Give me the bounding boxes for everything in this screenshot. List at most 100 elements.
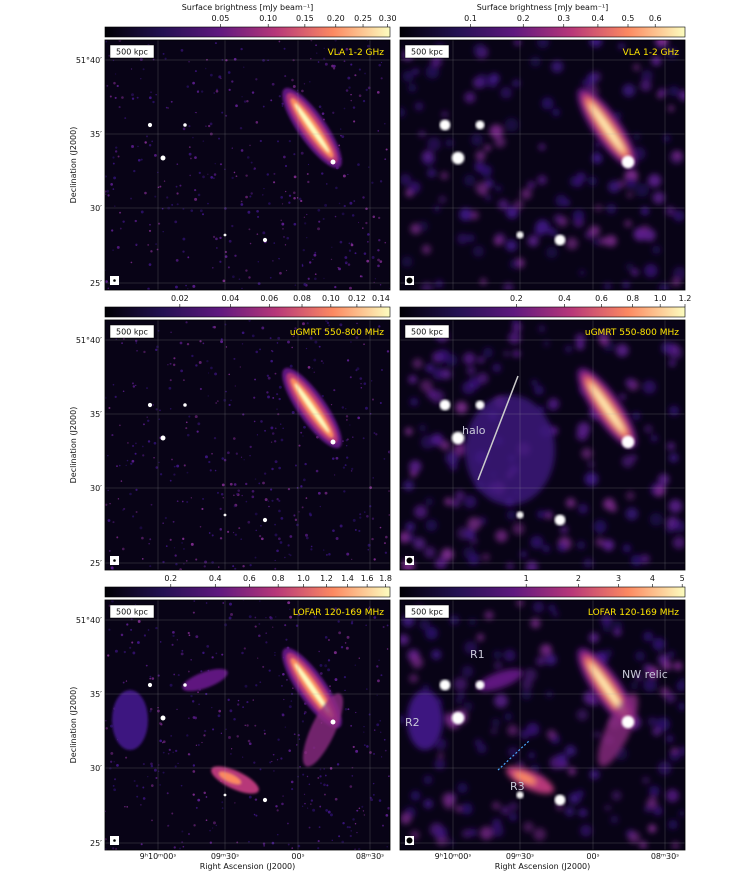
noise-speck bbox=[116, 465, 118, 468]
noise-speck bbox=[384, 158, 387, 161]
noise-speck bbox=[509, 259, 520, 270]
noise-speck bbox=[325, 809, 328, 812]
noise-speck bbox=[154, 153, 157, 157]
noise-speck bbox=[329, 813, 333, 817]
noise-speck bbox=[141, 558, 144, 560]
noise-speck bbox=[445, 354, 458, 367]
beam bbox=[406, 837, 413, 844]
noise-speck bbox=[223, 398, 227, 402]
noise-speck bbox=[512, 522, 525, 535]
noise-speck bbox=[145, 664, 148, 667]
noise-speck bbox=[258, 600, 261, 602]
noise-speck bbox=[480, 278, 487, 285]
noise-speck bbox=[358, 68, 361, 71]
noise-speck bbox=[427, 168, 436, 178]
noise-speck bbox=[122, 337, 125, 340]
noise-speck bbox=[294, 327, 297, 330]
noise-speck bbox=[325, 553, 328, 556]
noise-speck bbox=[356, 809, 359, 812]
noise-speck bbox=[349, 785, 353, 788]
noise-speck bbox=[110, 566, 114, 570]
noise-speck bbox=[359, 516, 362, 519]
colorbar-tick-label: 0.2 bbox=[510, 294, 523, 303]
noise-speck bbox=[335, 456, 339, 460]
noise-speck bbox=[604, 648, 613, 658]
noise-speck bbox=[366, 745, 369, 748]
noise-speck bbox=[484, 194, 492, 201]
noise-speck bbox=[240, 203, 244, 206]
noise-speck bbox=[260, 524, 262, 527]
noise-speck bbox=[122, 681, 125, 684]
noise-speck bbox=[318, 105, 322, 109]
noise-speck bbox=[358, 94, 362, 97]
colorbar bbox=[104, 586, 391, 598]
noise-speck bbox=[148, 229, 152, 232]
noise-speck bbox=[167, 825, 169, 827]
noise-speck bbox=[331, 457, 335, 460]
noise-speck bbox=[246, 156, 250, 159]
noise-speck bbox=[324, 664, 328, 668]
noise-speck bbox=[141, 536, 144, 540]
relic bbox=[294, 663, 330, 713]
noise-speck bbox=[425, 363, 434, 373]
noise-speck bbox=[192, 81, 195, 85]
noise-speck bbox=[324, 203, 328, 207]
noise-speck bbox=[441, 548, 454, 561]
noise-speck bbox=[667, 105, 675, 112]
noise-speck bbox=[149, 223, 151, 226]
noise-speck bbox=[135, 243, 138, 246]
noise-speck bbox=[123, 507, 126, 510]
noise-speck bbox=[277, 738, 280, 741]
noise-speck bbox=[270, 441, 273, 443]
noise-speck bbox=[194, 70, 197, 73]
relic bbox=[294, 383, 330, 433]
noise-speck bbox=[262, 231, 266, 235]
noise-speck bbox=[249, 144, 251, 147]
noise-speck bbox=[272, 753, 275, 756]
noise-speck bbox=[386, 648, 389, 650]
noise-speck bbox=[294, 518, 298, 522]
noise-speck bbox=[110, 183, 113, 186]
y-axis-label: Declination (J2000) bbox=[69, 127, 78, 204]
noise-speck bbox=[187, 753, 191, 756]
noise-speck bbox=[467, 553, 480, 565]
noise-speck bbox=[192, 770, 196, 773]
noise-speck bbox=[137, 158, 141, 162]
colorbar-tick-label: 0.4 bbox=[558, 294, 571, 303]
noise-speck bbox=[354, 74, 357, 77]
noise-speck bbox=[602, 624, 612, 633]
noise-speck bbox=[131, 93, 134, 97]
noise-speck bbox=[186, 433, 190, 437]
noise-speck bbox=[491, 718, 501, 727]
colorbar-tick-label: 0.30 bbox=[379, 14, 397, 23]
noise-speck bbox=[666, 442, 676, 451]
noise-speck bbox=[445, 451, 460, 465]
noise-speck bbox=[332, 529, 335, 532]
noise-speck bbox=[256, 434, 259, 436]
noise-speck bbox=[574, 333, 586, 345]
noise-speck bbox=[283, 698, 285, 701]
image-background bbox=[400, 600, 685, 850]
noise-speck bbox=[527, 235, 539, 247]
noise-speck bbox=[300, 151, 304, 155]
noise-speck bbox=[220, 732, 223, 735]
noise-speck bbox=[257, 215, 260, 218]
annotation: R1 bbox=[470, 648, 485, 661]
noise-speck bbox=[159, 641, 162, 643]
noise-speck bbox=[338, 835, 341, 838]
noise-speck bbox=[262, 665, 265, 668]
noise-speck bbox=[197, 798, 201, 802]
noise-speck bbox=[243, 459, 245, 461]
noise-speck bbox=[379, 720, 381, 722]
noise-speck bbox=[287, 340, 290, 344]
noise-speck bbox=[357, 848, 361, 850]
dec-tick-label: 35′ bbox=[90, 130, 102, 139]
noise-speck bbox=[255, 121, 259, 124]
noise-speck bbox=[227, 698, 230, 702]
noise-speck bbox=[252, 699, 254, 701]
noise-speck bbox=[463, 174, 476, 187]
noise-speck bbox=[196, 90, 200, 93]
noise-speck bbox=[218, 709, 222, 713]
noise-speck bbox=[113, 788, 117, 792]
noise-speck bbox=[589, 769, 600, 780]
